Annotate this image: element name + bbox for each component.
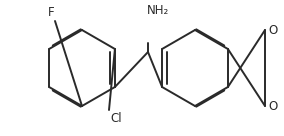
Text: O: O (268, 24, 278, 36)
Text: Cl: Cl (110, 112, 122, 124)
Text: F: F (48, 7, 54, 19)
Text: NH₂: NH₂ (147, 4, 169, 16)
Text: O: O (268, 100, 278, 112)
